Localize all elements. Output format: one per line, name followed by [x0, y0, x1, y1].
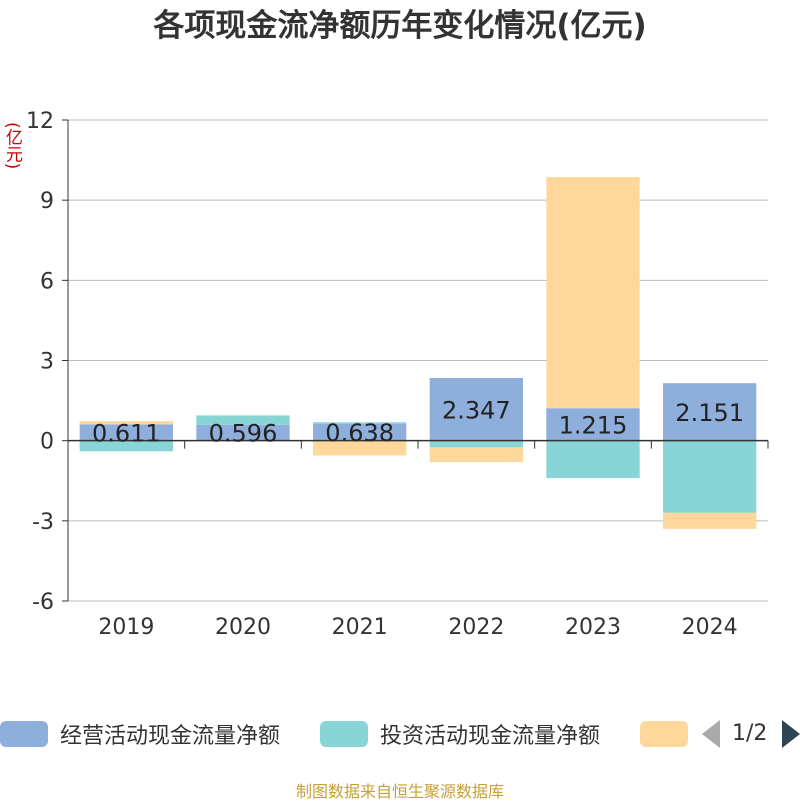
previous-page-icon[interactable]	[702, 720, 720, 748]
y-tick-label-0: 12	[26, 109, 54, 134]
legend-label-investing: 投资活动现金流量净额	[380, 724, 601, 749]
legend-item-investing[interactable]: 投资活动现金流量净额	[320, 716, 600, 752]
bar-s2-2024	[663, 512, 757, 529]
data-label-2023: 1.215	[559, 411, 628, 439]
x-tick-label-2021: 2021	[332, 615, 388, 640]
legend-page-indicator: 1/2	[732, 721, 768, 746]
stacked-bar-chart: 12 9 6 3 0 -3 -6 2019 2020 2021 2022 2023 2024 0.611…	[26, 109, 769, 640]
x-tick-label-2020: 2020	[215, 615, 271, 640]
bar-s0-2022	[429, 377, 523, 441]
bar-s1-2024	[663, 440, 757, 513]
legend: 经营活动现金流量净额 投资活动现金流量净额	[0, 716, 800, 752]
bar-s1-2020	[196, 415, 290, 425]
next-page-icon[interactable]	[782, 720, 800, 748]
bar-s0-2019	[79, 424, 173, 441]
data-label-2022: 2.347	[442, 396, 511, 424]
legend-swatch-investing	[320, 721, 368, 747]
bar-s1-2022	[429, 440, 523, 448]
y-axis-unit-label: (亿元)	[2, 122, 22, 170]
data-label-2024: 2.151	[675, 399, 744, 427]
y-tick-label-4: 0	[40, 430, 54, 455]
y-tick-label-2: 6	[40, 269, 54, 294]
bar-s0-2023	[546, 408, 640, 441]
data-source-note: 制图数据来自恒生聚源数据库	[295, 782, 504, 801]
legend-item-operating[interactable]: 经营活动现金流量净额	[0, 716, 280, 752]
bar-s1-2021	[313, 422, 407, 424]
bars	[79, 177, 757, 529]
legend-swatch-financing	[640, 721, 688, 747]
bar-s0-2024	[663, 383, 757, 441]
chart-title: 各项现金流净额历年变化情况(亿元)	[153, 8, 647, 44]
x-tick-label-2022: 2022	[448, 615, 504, 640]
gridlines	[68, 119, 768, 602]
legend-pager: 1/2	[700, 716, 800, 752]
x-tick-label-2024: 2024	[682, 615, 738, 640]
bar-s1-2019	[79, 440, 173, 452]
y-tick-label-3: 3	[40, 350, 54, 375]
bar-s2-2021	[313, 440, 407, 456]
bar-s2-2023	[546, 177, 640, 409]
y-tick-label-5: -3	[32, 510, 54, 535]
bar-s2-2019	[79, 421, 173, 425]
bar-s1-2023	[546, 440, 640, 479]
y-tick-label-1: 9	[40, 189, 54, 214]
legend-item-financing[interactable]	[640, 716, 688, 752]
bar-s0-2021	[313, 423, 407, 441]
y-tick-label-6: -6	[32, 590, 54, 615]
axes: 12 9 6 3 0 -3 -6 2019 2020 2021 2022 2023 2024	[26, 109, 769, 640]
bar-s0-2020	[196, 424, 290, 441]
data-label-2020: 0.596	[209, 420, 278, 448]
data-label-2019: 0.611	[92, 420, 161, 448]
x-tick-label-2019: 2019	[98, 615, 154, 640]
bar-s2-2022	[429, 447, 523, 463]
legend-swatch-operating	[0, 721, 48, 747]
x-tick-label-2023: 2023	[565, 615, 621, 640]
legend-label-operating: 经营活动现金流量净额	[60, 724, 281, 749]
data-label-2021: 0.638	[325, 419, 394, 447]
data-labels: 0.611 0.596 0.638 2.347 1.215 2.151	[92, 396, 744, 447]
